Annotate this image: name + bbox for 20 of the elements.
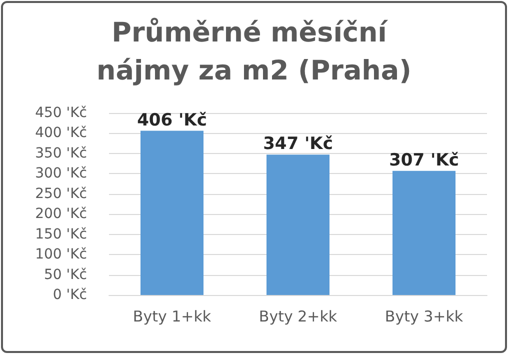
y-tick-label: 100 'Kč (35, 246, 87, 263)
y-tick-label: 400 'Kč (35, 125, 87, 142)
x-tick-label: Byty 2+kk (258, 308, 338, 326)
y-tick-label: 150 'Kč (35, 226, 87, 242)
bar (140, 130, 204, 295)
x-tick-label: Byty 3+kk (384, 308, 464, 326)
y-tick-label: 0 'Kč (52, 287, 87, 303)
data-label: 347 'Kč (263, 134, 333, 154)
y-tick-label: 300 'Kč (35, 166, 87, 182)
chart-title: Průměrné měsíční nájmy za m2 (Praha) (96, 18, 412, 86)
x-tick-label: Byty 1+kk (132, 308, 212, 326)
y-tick-label: 200 'Kč (35, 206, 87, 222)
data-label: 307 'Kč (389, 150, 459, 170)
data-label: 406 'Kč (137, 110, 207, 130)
bar (392, 170, 456, 295)
y-tick-label: 450 'Kč (35, 105, 87, 121)
y-tick-label: 250 'Kč (35, 186, 87, 202)
bar (266, 154, 330, 295)
y-tick-label: 350 'Kč (35, 145, 87, 162)
y-tick-label: 50 'Kč (44, 266, 87, 283)
